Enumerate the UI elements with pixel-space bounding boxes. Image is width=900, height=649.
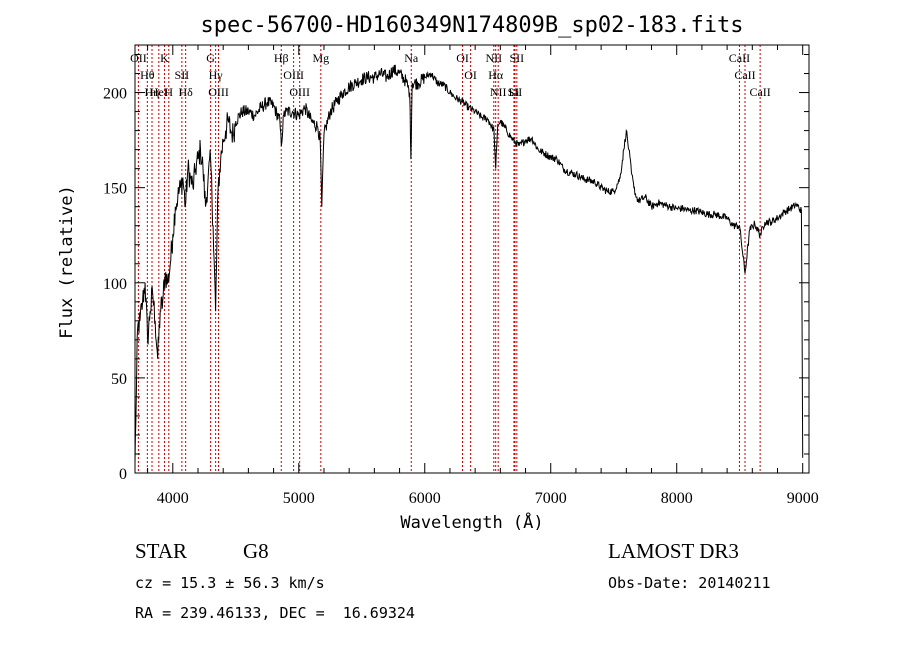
- spectral-subclass: G8: [243, 539, 269, 563]
- x-tick-label: 8000: [661, 490, 693, 507]
- line-label-6583: NII: [490, 85, 507, 99]
- x-tick-label: 4000: [157, 490, 189, 507]
- line-label-6364: OI: [464, 68, 477, 82]
- line-label-6731: SII: [510, 51, 525, 65]
- x-tick-label: 6000: [409, 490, 441, 507]
- line-label-6563: Hα: [488, 68, 504, 82]
- spectrum-line: [134, 64, 804, 464]
- plot-frame: [134, 44, 810, 474]
- x-tick-label: 5000: [283, 490, 315, 507]
- line-label-4300: G: [206, 51, 215, 65]
- line-label-6708: Li: [509, 85, 520, 99]
- y-tick-label: 150: [103, 181, 127, 198]
- line-label-6300: OI: [456, 51, 469, 65]
- line-label-4959: OIII: [283, 68, 304, 82]
- chart-title: spec-56700-HD160349N174809B_sp02-183.fit…: [200, 13, 743, 38]
- x-axis: 4000 5000 6000 7000 8000 9000: [147, 45, 819, 507]
- line-label-3968: H: [164, 85, 173, 99]
- y-tick-label: 100: [103, 276, 127, 293]
- line-label-3835: Hη: [145, 85, 160, 99]
- line-label-5175: Mg: [312, 51, 329, 65]
- redshift-velocity: cz = 15.3 ± 56.3 km/s: [135, 574, 325, 592]
- x-tick-label: 7000: [535, 490, 567, 507]
- line-label-3889: HeI: [150, 85, 168, 99]
- line-label-8662: CaII: [749, 85, 770, 99]
- survey-name: LAMOST DR3: [608, 539, 739, 563]
- coordinates: RA = 239.46133, DEC = 16.69324: [135, 604, 415, 622]
- line-label-5007: OIII: [289, 85, 310, 99]
- object-class: STAR: [135, 539, 187, 563]
- line-label-4102: Hδ: [178, 85, 193, 99]
- y-axis: 0 50 100 150 200: [103, 54, 809, 483]
- line-label-3934: K: [160, 51, 169, 65]
- line-label-8542: CaII: [734, 68, 755, 82]
- emission-line-markers: [137, 45, 761, 473]
- x-axis-label: Wavelength (Å): [400, 511, 543, 533]
- line-label-6548: NII: [485, 51, 502, 65]
- y-tick-label: 0: [119, 466, 127, 483]
- y-tick-label: 200: [103, 86, 127, 103]
- line-label-4340: Hγ: [209, 68, 224, 82]
- line-label-4072: SII: [175, 68, 190, 82]
- y-axis-label: Flux (relative): [57, 185, 77, 339]
- line-label-4861: Hβ: [274, 51, 289, 65]
- line-label-3798: Hθ: [140, 68, 155, 82]
- x-tick-label: 9000: [787, 490, 819, 507]
- line-label-6716: SII: [508, 85, 523, 99]
- line-label-4363: OIII: [208, 85, 229, 99]
- line-label-5893: Na: [404, 51, 419, 65]
- line-label-8498: CaII: [729, 51, 750, 65]
- y-tick-label: 50: [111, 371, 127, 388]
- observation-date: Obs-Date: 20140211: [608, 574, 771, 592]
- line-label-3727: OII: [130, 51, 147, 65]
